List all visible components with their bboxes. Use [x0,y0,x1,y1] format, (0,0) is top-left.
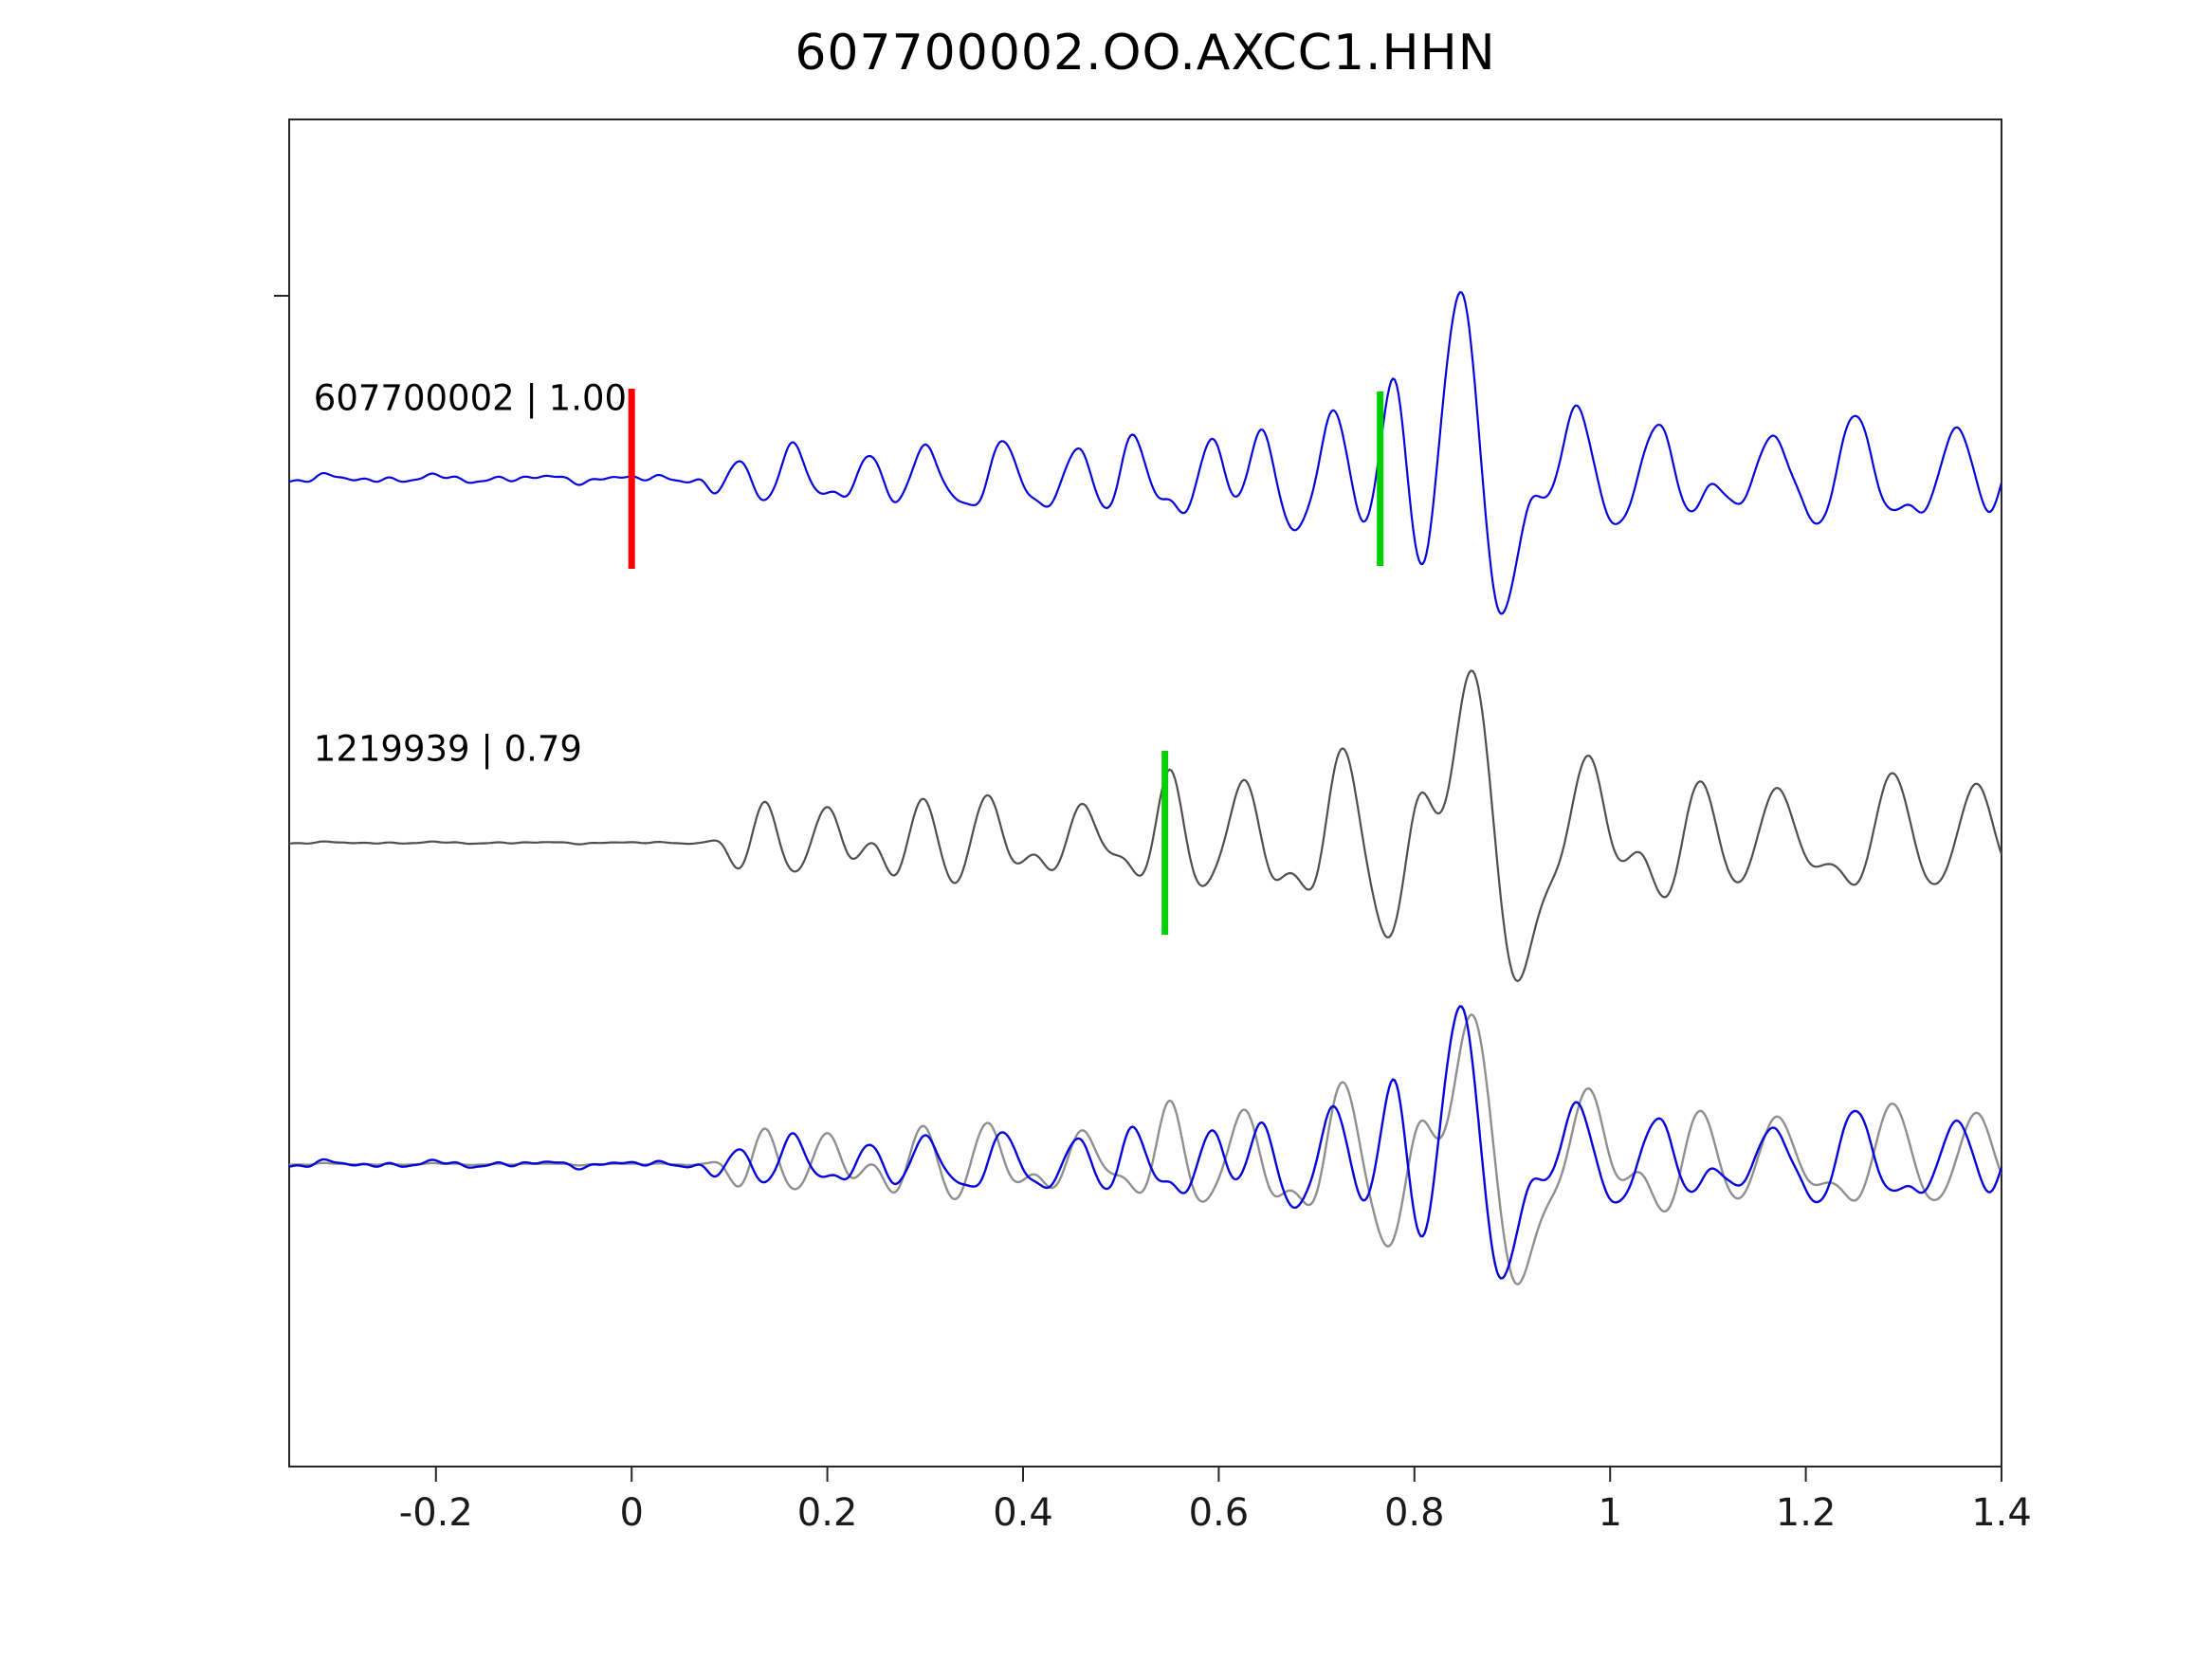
x-axis-tick-label: 1 [1598,1491,1621,1535]
x-axis-tick-label: 0.4 [993,1491,1053,1535]
x-axis-tick-label: 1.2 [1776,1491,1837,1535]
trace-label-detection: 1219939 | 0.79 [313,728,582,770]
trace-overlay-template [289,1005,2002,1280]
x-axis-tick-label: 1.4 [1971,1491,2032,1535]
trace-template-top [289,291,2002,615]
x-axis-tick-label: -0.2 [399,1491,473,1535]
trace-detection-middle [289,669,2002,982]
x-axis-tick-label: 0.6 [1189,1491,1250,1535]
plot-border [288,118,2002,1468]
x-axis-tick-label: 0 [619,1491,643,1535]
trace-label-template: 607700002 | 1.00 [313,377,628,419]
x-axis-tick-label: 0.8 [1384,1491,1445,1535]
figure-title: 607700002.OO.AXCC1.HHN [795,25,1496,82]
trace-overlay-detection [289,1013,2002,1285]
traces-group [289,291,2002,1285]
x-axis-tick-label: 0.2 [797,1491,858,1535]
